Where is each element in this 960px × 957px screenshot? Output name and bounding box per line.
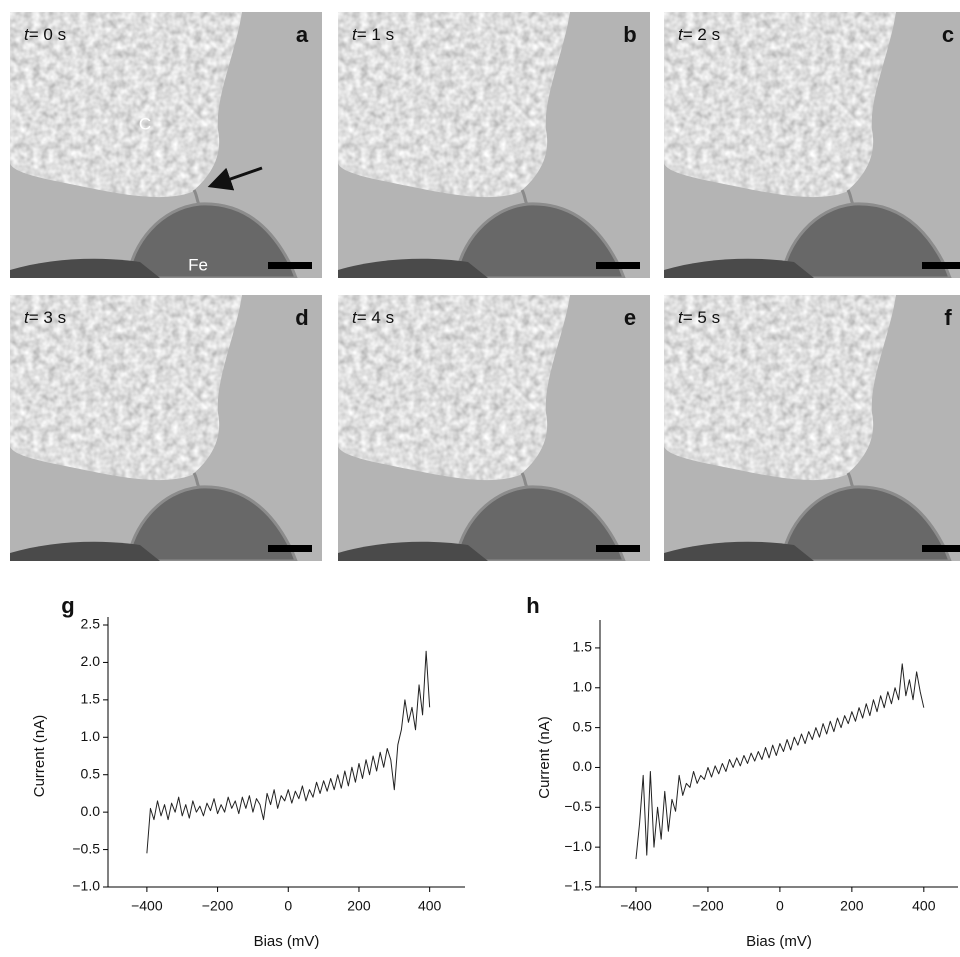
carbon-region [338,295,570,481]
time-variable: t [352,308,358,327]
micrograph-panel: t= 1 s b [338,12,650,278]
time-label: t= 1 s [352,25,394,44]
iron-label: Fe [188,255,208,274]
chart-letter: h [526,593,539,618]
y-tick-label: 1.5 [573,639,593,655]
substrate [664,541,814,561]
scale-bar [268,545,312,552]
arrow [207,166,263,191]
time-label: t= 5 s [678,308,720,327]
fe-particle [780,485,952,561]
y-tick-label: 2.0 [81,653,101,669]
x-tick-label: −200 [202,898,234,914]
x-tick-label: 400 [912,898,936,914]
x-tick-label: 200 [840,898,864,914]
substrate [338,258,488,278]
y-tick-label: 1.5 [81,691,101,707]
x-tick-label: 200 [347,898,371,914]
fe-particle [126,202,298,278]
fe-particle [126,485,298,561]
micrograph-panel: t= 2 s c [664,12,960,278]
time-label: t= 0 s [24,25,66,44]
fe-particle [454,202,626,278]
scale-bar [922,545,960,552]
panel-letter: f [944,305,952,330]
micrograph-panel: t= 5 s f [664,295,960,561]
substrate [10,541,160,561]
time-variable: t [678,25,684,44]
scale-bar [268,262,312,269]
y-tick-label: 1.0 [573,678,593,694]
time-value: = 1 s [357,25,394,44]
y-tick-label: 0.0 [81,803,101,819]
chart-letter: g [61,593,74,618]
data-line [146,650,431,854]
x-tick-label: 400 [418,898,442,914]
substrate [338,541,488,561]
panel-letter: e [624,305,636,330]
time-value: = 0 s [29,25,66,44]
time-variable: t [24,308,30,327]
time-label: t= 2 s [678,25,720,44]
x-tick-label: 0 [284,898,292,914]
y-tick-label: 0.0 [573,758,593,774]
micrograph-panel: t= 0 s a C Fe [10,12,322,278]
time-variable: t [24,25,30,44]
micrograph-panel: t= 4 s e [338,295,650,561]
scale-bar [596,262,640,269]
x-tick-label: −400 [620,898,652,914]
carbon-region [10,12,242,198]
time-variable: t [352,25,358,44]
carbon-region [664,295,896,481]
time-value: = 2 s [683,25,720,44]
x-tick-label: −400 [131,898,163,914]
x-axis-label: Bias (mV) [254,933,320,950]
panel-letter: a [296,22,309,47]
panel-letter: d [295,305,308,330]
y-tick-label: 1.0 [81,728,101,744]
y-axis-label: Current (nA) [31,715,48,798]
time-value: = 5 s [683,308,720,327]
y-tick-label: −1.0 [564,838,592,854]
x-tick-label: −200 [692,898,724,914]
y-tick-label: 0.5 [81,765,101,781]
time-value: = 3 s [29,308,66,327]
y-tick-label: −1.5 [564,878,592,894]
y-tick-label: 2.5 [81,616,101,632]
carbon-region [10,295,242,481]
substrate [10,258,160,278]
x-axis-label: Bias (mV) [746,933,812,950]
micrograph-panel: t= 3 s d [10,295,322,561]
y-tick-label: −1.0 [72,878,100,894]
panel-letter: c [942,22,954,47]
y-axis-label: Current (nA) [536,716,553,799]
panel-letter: b [623,22,636,47]
carbon-region [664,12,896,198]
data-line [635,663,925,860]
y-tick-label: −0.5 [564,798,592,814]
y-tick-label: −0.5 [72,840,100,856]
scale-bar [922,262,960,269]
carbon-region [338,12,570,198]
substrate [664,258,814,278]
fe-particle [780,202,952,278]
time-value: = 4 s [357,308,394,327]
scale-bar [596,545,640,552]
time-label: t= 3 s [24,308,66,327]
carbon-label: C [139,114,151,133]
x-tick-label: 0 [776,898,784,914]
time-label: t= 4 s [352,308,394,327]
y-tick-label: 0.5 [573,718,593,734]
time-variable: t [678,308,684,327]
fe-particle [454,485,626,561]
